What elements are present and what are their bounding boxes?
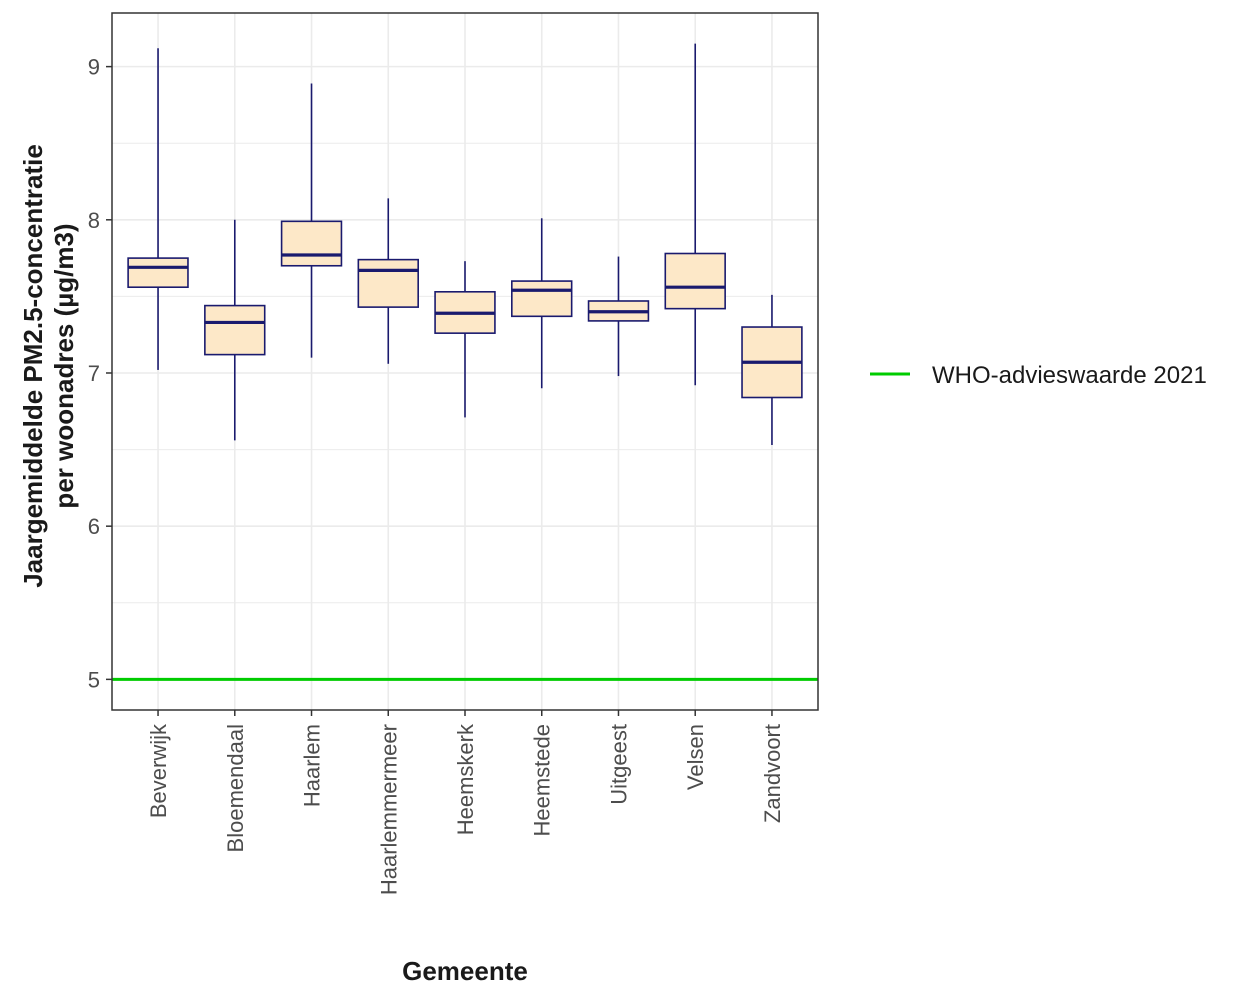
legend-label: WHO-advieswaarde 2021 (932, 362, 1207, 389)
x-tick-label: Heemskerk (453, 723, 478, 835)
box-iqr (358, 260, 418, 307)
legend: WHO-advieswaarde 2021 (870, 362, 1207, 389)
box-iqr (205, 306, 265, 355)
x-tick-label: Velsen (683, 724, 708, 790)
y-axis-title: Jaargemiddelde PM2.5-concentratie per wo… (18, 144, 79, 588)
y-tick-label: 9 (88, 55, 100, 80)
box-iqr (512, 281, 572, 316)
x-tick-label: Bloemendaal (223, 724, 248, 852)
y-tick-label: 7 (88, 361, 100, 386)
box-iqr (665, 254, 725, 309)
x-tick-label: Uitgeest (606, 724, 631, 805)
x-tick-label: Zandvoort (760, 724, 785, 823)
y-tick-label: 6 (88, 514, 100, 539)
x-tick-label: Haarlemmermeer (376, 724, 401, 895)
y-tick-label: 5 (88, 667, 100, 692)
y-axis-title-line-2: per woonadres (µg/m3) (49, 223, 79, 508)
y-axis-title-line-1: Jaargemiddelde PM2.5-concentratie (18, 144, 48, 588)
x-tick-label: Beverwijk (146, 723, 171, 818)
y-tick-label: 8 (88, 208, 100, 233)
box-iqr (282, 221, 342, 265)
x-tick-label: Heemstede (530, 724, 555, 837)
x-tick-label: Haarlem (300, 724, 325, 807)
x-axis-title: Gemeente (402, 956, 528, 986)
box-iqr (128, 258, 188, 287)
